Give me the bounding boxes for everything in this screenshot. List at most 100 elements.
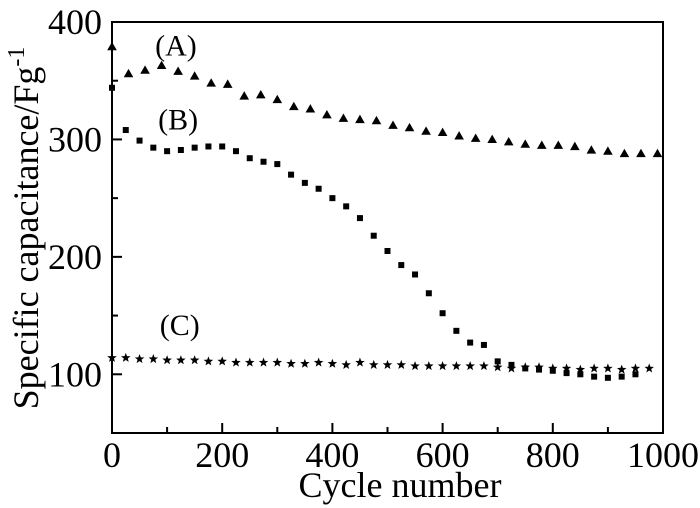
y-tick-label: 400 — [48, 2, 102, 42]
series-B-marker — [591, 373, 598, 380]
series-A-marker — [421, 126, 431, 135]
series-C-marker — [368, 359, 379, 369]
series-C-marker — [107, 352, 117, 362]
series-B-label: (B) — [158, 103, 198, 136]
series-C-marker — [134, 354, 145, 364]
series-B-marker — [439, 310, 446, 317]
series-A-marker — [437, 127, 448, 136]
series-C-marker — [548, 363, 558, 373]
series-C-marker — [327, 358, 338, 368]
y-axis-title: Specific capacitance/Fg-1 — [4, 47, 46, 410]
series-C-marker — [492, 362, 503, 372]
series-A-marker — [487, 134, 497, 144]
series-A-marker — [107, 41, 117, 51]
series-C-marker — [313, 357, 324, 367]
series-A-marker — [520, 139, 531, 148]
series-A-marker — [206, 78, 216, 87]
y-tick-label: 300 — [48, 119, 102, 159]
series-A-marker — [404, 122, 415, 132]
series-C-marker — [520, 362, 531, 372]
series-A-marker — [272, 94, 283, 104]
series-B-marker — [370, 232, 377, 239]
series-C-marker — [561, 363, 572, 373]
series-A-marker — [322, 109, 332, 119]
series-C-marker — [534, 362, 544, 372]
series-A-marker — [454, 131, 464, 140]
series-B-marker — [632, 371, 639, 378]
series-A-marker — [156, 60, 167, 70]
series-C-marker — [506, 363, 517, 373]
series-B-marker — [219, 143, 226, 150]
series-C-marker — [603, 363, 613, 373]
series-C-marker — [203, 356, 214, 366]
series-B-marker — [246, 155, 253, 162]
series-A-marker — [189, 71, 200, 80]
series-A-marker — [470, 133, 481, 142]
series-A-marker — [289, 101, 299, 111]
x-tick-label: 0 — [103, 435, 121, 475]
series-C-marker — [424, 361, 434, 371]
series-A-marker — [619, 148, 630, 158]
series-B-marker — [136, 137, 143, 144]
y-tick-label: 100 — [48, 354, 102, 394]
series-B-marker — [536, 366, 543, 373]
series-C-marker — [286, 358, 296, 368]
series-B-marker — [356, 215, 363, 222]
series-A-marker — [371, 115, 382, 125]
series-C-marker — [258, 357, 269, 367]
series-A-marker — [222, 79, 233, 88]
series-C-marker — [176, 355, 186, 365]
series-A-marker — [355, 114, 365, 124]
series-A-marker — [173, 66, 183, 75]
series-A-marker — [305, 104, 316, 113]
y-axis-title-superscript: -1 — [4, 47, 30, 67]
series-C-marker — [189, 355, 200, 365]
x-tick-label: 400 — [305, 435, 359, 475]
x-tick-label: 1000 — [627, 435, 699, 475]
series-C-marker — [575, 364, 586, 374]
series-C-marker — [341, 359, 351, 369]
series-B-marker — [343, 203, 350, 210]
series-B-marker — [412, 271, 419, 278]
series-B-marker — [164, 148, 171, 155]
series-A-marker — [603, 146, 613, 155]
series-B-marker — [425, 290, 432, 297]
series-C-marker — [231, 357, 241, 367]
series-A-marker — [570, 141, 580, 151]
series-B-marker — [563, 370, 570, 377]
series-B-marker — [549, 367, 556, 374]
series-C-marker — [217, 356, 227, 366]
series-C-marker — [355, 357, 365, 367]
x-axis-title: Cycle number — [299, 465, 502, 505]
series-A-label: (A) — [155, 29, 197, 62]
x-tick-label: 800 — [526, 435, 580, 475]
series-C-marker — [300, 358, 310, 368]
series-A-marker — [636, 148, 646, 158]
plot-frame — [111, 21, 664, 434]
series-B-marker — [274, 161, 281, 168]
plot-layer: 0 200 400 600 800 1000 100 200 300 400 (A) (B) (C) — [48, 2, 699, 475]
series-C-marker — [244, 357, 255, 367]
series-B-marker — [177, 146, 184, 153]
series-B-marker — [301, 179, 308, 186]
x-tick-label: 600 — [416, 435, 470, 475]
series-B-marker — [384, 247, 391, 254]
series-A-marker — [388, 120, 398, 129]
series-C-marker — [121, 352, 131, 362]
series-B-marker — [122, 127, 129, 134]
series-C-marker — [479, 361, 489, 371]
series-C-marker — [589, 363, 599, 373]
series-A-marker — [239, 91, 250, 100]
series-C-marker — [630, 363, 641, 373]
series-A-marker — [553, 140, 564, 149]
series-A-marker — [140, 65, 150, 74]
series-C-marker — [148, 354, 159, 364]
series-C-marker — [616, 364, 627, 374]
series-C-marker — [396, 359, 407, 369]
series-A-marker — [536, 140, 547, 149]
series-C-marker — [410, 361, 420, 371]
series-B-marker — [467, 339, 474, 346]
series-B-marker — [577, 371, 584, 378]
